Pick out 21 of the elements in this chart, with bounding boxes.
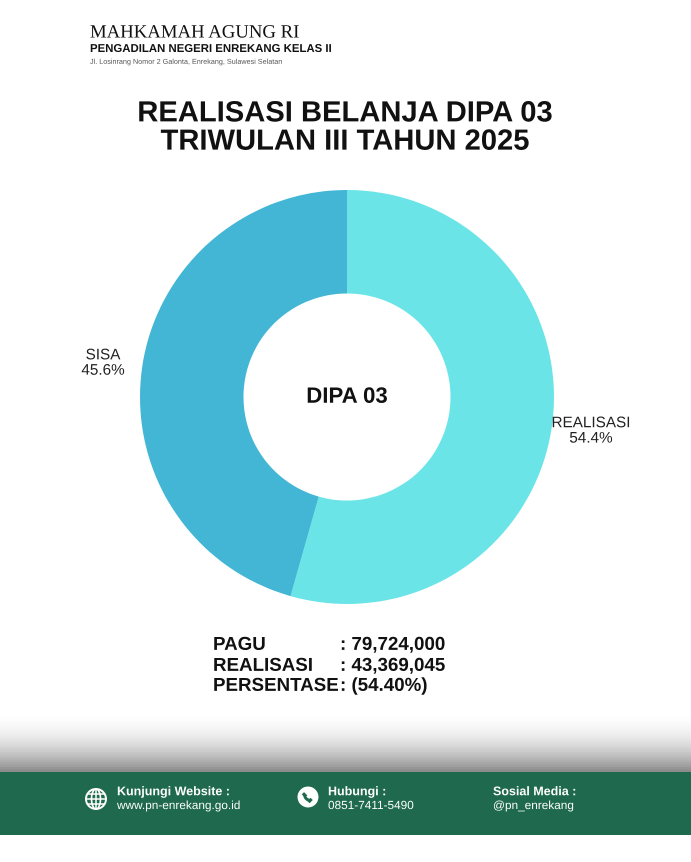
text: REALISASI (214, 658, 312, 672)
text: PENGADILAN NEGERI ENREKANG KELAS II (90, 44, 331, 52)
text: PAGU (214, 636, 265, 650)
chart-title: REALISASI BELANJA DIPA 03 TRIWULAN III TAHUN 2025 (139, 101, 552, 150)
slice-label: REALISASI (552, 416, 630, 428)
text: DIPA 03 (308, 387, 387, 403)
text: 0851-7411-5490 (328, 800, 414, 810)
text: Sosial Media : (493, 786, 576, 796)
text: PERSENTASE (214, 678, 338, 692)
data-label: 54.4% (570, 432, 612, 443)
text: MAHKAMAH AGUNG RI (90, 25, 299, 38)
text: @pn_enrekang (494, 800, 574, 812)
text: Kunjungi Website : (118, 786, 229, 798)
slice-label: SISA (86, 348, 120, 360)
donut-slice (290, 190, 554, 604)
text: : (54.40%) (342, 677, 427, 695)
text: Hubungi : (328, 786, 386, 798)
text: www.pn-enrekang.go.id (116, 800, 240, 812)
text: : 43,369,045 (342, 658, 445, 674)
data-label: 45.6% (82, 364, 124, 375)
text: : 79,724,000 (342, 636, 445, 653)
